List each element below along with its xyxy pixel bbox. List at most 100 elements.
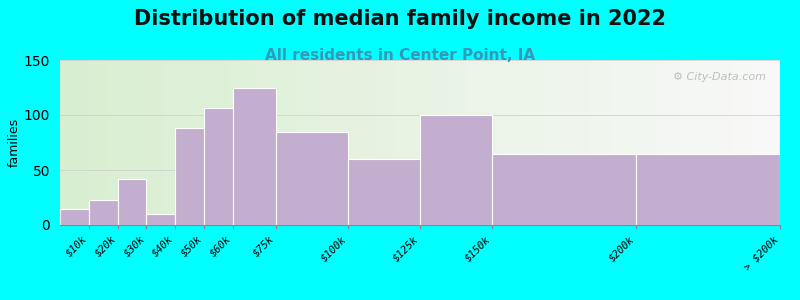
Bar: [600, 60, 604, 225]
Bar: [358, 60, 362, 225]
Bar: [204, 108, 233, 225]
Bar: [286, 60, 290, 225]
Bar: [208, 60, 211, 225]
Bar: [294, 60, 298, 225]
Bar: [175, 128, 204, 225]
Bar: [416, 60, 420, 225]
Bar: [64, 60, 67, 225]
Bar: [229, 60, 233, 225]
Bar: [518, 60, 521, 225]
Bar: [406, 60, 409, 225]
Bar: [312, 60, 315, 225]
Bar: [679, 60, 682, 225]
Bar: [222, 60, 226, 225]
Bar: [301, 60, 305, 225]
Bar: [492, 60, 496, 225]
Bar: [218, 60, 222, 225]
Bar: [74, 60, 78, 225]
Bar: [488, 60, 492, 225]
Bar: [70, 60, 74, 225]
Bar: [567, 60, 571, 225]
Bar: [492, 154, 636, 225]
Bar: [593, 60, 596, 225]
Bar: [531, 60, 535, 225]
Bar: [258, 60, 262, 225]
Bar: [640, 60, 643, 225]
Bar: [669, 60, 672, 225]
Bar: [89, 60, 92, 225]
Bar: [722, 60, 726, 225]
Bar: [384, 60, 388, 225]
Bar: [578, 60, 582, 225]
Bar: [200, 60, 204, 225]
Bar: [135, 60, 139, 225]
Bar: [283, 60, 287, 225]
Bar: [499, 60, 503, 225]
Bar: [323, 60, 326, 225]
Text: Distribution of median family income in 2022: Distribution of median family income in …: [134, 9, 666, 29]
Bar: [114, 60, 118, 225]
Bar: [402, 60, 406, 225]
Bar: [550, 60, 553, 225]
Bar: [146, 60, 150, 225]
Bar: [305, 60, 308, 225]
Bar: [718, 60, 722, 225]
Bar: [766, 60, 770, 225]
Bar: [276, 60, 280, 225]
Bar: [427, 60, 430, 225]
Text: ⚙ City-Data.com: ⚙ City-Data.com: [673, 71, 766, 82]
Bar: [118, 179, 146, 225]
Bar: [298, 60, 302, 225]
Bar: [650, 60, 654, 225]
Bar: [762, 60, 766, 225]
Bar: [315, 60, 319, 225]
Bar: [470, 60, 474, 225]
Text: All residents in Center Point, IA: All residents in Center Point, IA: [265, 48, 535, 63]
Bar: [726, 60, 730, 225]
Bar: [503, 60, 506, 225]
Bar: [632, 60, 636, 225]
Bar: [646, 60, 650, 225]
Bar: [535, 60, 539, 225]
Bar: [672, 60, 675, 225]
Bar: [103, 60, 106, 225]
Bar: [93, 60, 96, 225]
Bar: [86, 60, 89, 225]
Bar: [715, 60, 718, 225]
Bar: [143, 60, 146, 225]
Bar: [542, 60, 546, 225]
Bar: [272, 60, 276, 225]
Bar: [636, 154, 780, 225]
Bar: [654, 60, 658, 225]
Bar: [269, 60, 272, 225]
Bar: [611, 60, 614, 225]
Bar: [445, 60, 449, 225]
Bar: [161, 60, 165, 225]
Bar: [506, 60, 510, 225]
Bar: [348, 60, 352, 225]
Bar: [730, 60, 734, 225]
Bar: [96, 60, 99, 225]
Bar: [434, 60, 438, 225]
Bar: [614, 60, 618, 225]
Bar: [204, 60, 208, 225]
Bar: [139, 60, 142, 225]
Bar: [560, 60, 564, 225]
Bar: [704, 60, 708, 225]
Bar: [636, 60, 640, 225]
Bar: [326, 60, 330, 225]
Bar: [190, 60, 194, 225]
Bar: [438, 60, 442, 225]
Bar: [442, 60, 445, 225]
Bar: [661, 60, 665, 225]
Bar: [197, 60, 200, 225]
Bar: [686, 60, 690, 225]
Bar: [60, 208, 89, 225]
Bar: [430, 60, 434, 225]
Bar: [482, 60, 485, 225]
Bar: [355, 60, 358, 225]
Bar: [751, 60, 755, 225]
Bar: [694, 60, 698, 225]
Bar: [266, 60, 269, 225]
Bar: [675, 60, 679, 225]
